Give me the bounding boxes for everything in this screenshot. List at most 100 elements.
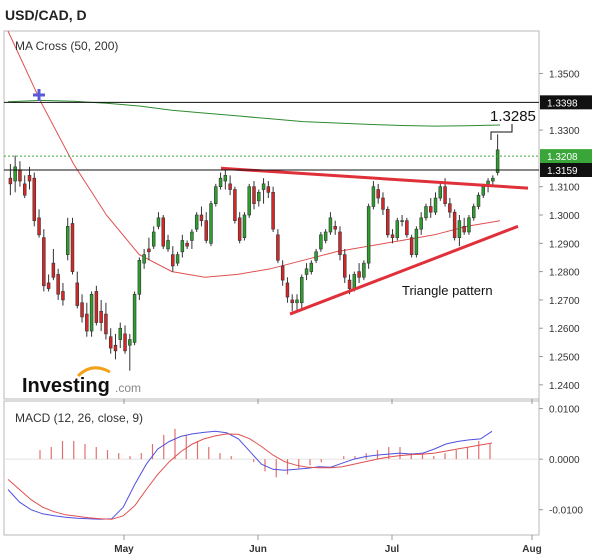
signal-line [7,433,493,520]
x-tick-label: Jul [385,544,400,555]
candle-down [22,183,27,196]
logo-text: Investing [22,375,110,397]
candle-up [137,259,142,295]
investing-logo: Investing .com [22,366,141,397]
candle-down [27,175,32,182]
candle-up [438,186,443,199]
crosshair-marker-icon[interactable] [33,89,45,101]
price-tick-label: 1.3300 [549,126,580,137]
candle-up [419,217,423,230]
candle-down [147,248,151,253]
candle-up [323,231,328,241]
candle-down [18,169,22,182]
candle-up [304,268,309,275]
candle-up [300,276,304,304]
macd-tick-label: 0.0000 [549,455,580,466]
candle-down [70,223,75,272]
candle-down [94,291,99,323]
candle-up [218,177,223,187]
candle-down [285,282,290,298]
candle-down [8,177,13,185]
price-badge [540,95,592,110]
page-title: USD/CAD, D [5,7,87,23]
candle-down [443,186,447,204]
price-tick-label: 1.3500 [549,69,580,80]
candle-up [214,186,218,204]
candle-up [194,214,199,230]
candle-down [228,183,232,190]
candle-down [171,254,175,267]
candle-down [75,282,79,306]
candle-up [151,231,156,247]
candle-up [209,203,213,244]
candle-up [180,240,185,253]
candle-up [142,254,146,264]
candle-down [199,214,204,221]
price-tick-label: 1.3100 [549,183,580,194]
candle-down [333,226,337,230]
macd-label: MACD (12, 26, close, 9) [15,411,143,425]
candle-up [175,254,180,264]
candle-up [467,217,471,233]
price-tick-label: 1.2800 [549,268,580,279]
candle-down [46,282,51,289]
candle-down [271,192,275,230]
candle-down [276,234,280,261]
candle-up [471,206,476,219]
candle-down [280,265,285,281]
candle-down [252,186,256,204]
candle-down [37,217,41,236]
candle-up [190,231,194,241]
candle-down [357,271,361,278]
candle-up [132,293,137,343]
candle-up [309,262,314,272]
price-badge-label: 1.3208 [547,152,578,163]
candle-up [118,327,122,340]
candle-down [429,206,433,213]
candle-up [424,206,428,219]
price-tick-label: 1.2400 [549,381,580,392]
candle-down [266,186,271,193]
candle-down [290,299,294,304]
candle-up [491,177,495,182]
candle-up [400,220,404,222]
candle-down [233,189,237,221]
candle-up [223,175,228,182]
price-badge [540,162,592,177]
candle-down [448,203,452,213]
candle-down [85,313,89,332]
candle-down [80,302,84,318]
candle-down [347,279,352,289]
price-badge [540,149,592,164]
price-badge-label: 1.3398 [547,98,578,109]
candle-up [166,240,170,250]
candle-up [457,220,462,238]
x-tick-label: Jun [249,544,267,555]
candle-up [328,217,333,233]
price-tick-label: 1.3000 [549,211,580,222]
candle-down [32,177,37,221]
candle-down [56,274,60,295]
candle-down [204,220,208,241]
logo-swoosh-icon [76,366,111,378]
candle-up [319,234,323,250]
candle-up [128,339,132,346]
candle-up [433,197,438,213]
candle-down [108,336,113,349]
candle-up [261,183,266,190]
candle-down [237,217,242,241]
macd-tick-label: 0.0100 [549,405,580,416]
candle-down [185,243,189,247]
candle-up [352,274,357,289]
candle-up [257,192,261,202]
triangle-lower-trendline [289,224,519,316]
candle-up [295,299,299,304]
candle-up [371,186,376,207]
price-tick-label: 1.2900 [549,239,580,250]
candle-up [495,149,500,173]
candle-down [104,313,108,335]
price-badge-label: 1.3159 [547,166,578,177]
candle-down [161,217,165,247]
ma-cross-label: MA Cross (50, 200) [15,39,118,53]
